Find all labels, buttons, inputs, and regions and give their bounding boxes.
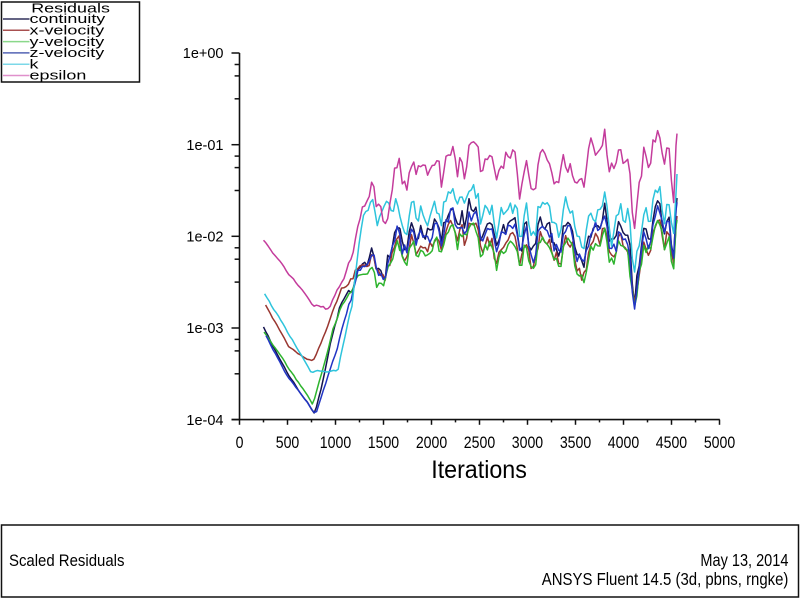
svg-text:x-velocity: x-velocity — [30, 24, 105, 38]
svg-text:epsilon: epsilon — [30, 69, 87, 83]
svg-text:continuity: continuity — [30, 12, 106, 26]
svg-text:0: 0 — [236, 434, 244, 452]
svg-text:ANSYS Fluent 14.5 (3d, pbns, r: ANSYS Fluent 14.5 (3d, pbns, rngke) — [542, 570, 789, 589]
svg-text:1e-01: 1e-01 — [186, 138, 223, 154]
svg-text:Residuals: Residuals — [31, 2, 110, 16]
svg-text:z-velocity: z-velocity — [30, 46, 105, 60]
svg-text:3500: 3500 — [560, 434, 592, 452]
svg-text:1e+00: 1e+00 — [183, 46, 224, 62]
svg-text:4500: 4500 — [656, 434, 688, 452]
svg-text:4000: 4000 — [608, 434, 640, 452]
svg-text:y-velocity: y-velocity — [30, 35, 105, 49]
svg-text:2000: 2000 — [416, 434, 448, 452]
svg-text:k: k — [30, 58, 39, 72]
svg-text:1e-03: 1e-03 — [186, 321, 223, 337]
svg-text:2500: 2500 — [464, 434, 496, 452]
svg-text:May 13, 2014: May 13, 2014 — [700, 551, 788, 571]
svg-text:3000: 3000 — [512, 434, 544, 452]
svg-text:1500: 1500 — [368, 434, 400, 452]
svg-text:5000: 5000 — [704, 434, 736, 452]
svg-text:500: 500 — [276, 434, 300, 452]
svg-text:Iterations: Iterations — [431, 456, 527, 484]
svg-text:1e-04: 1e-04 — [186, 413, 223, 429]
svg-text:1e-02: 1e-02 — [186, 230, 223, 246]
svg-text:1000: 1000 — [320, 434, 352, 452]
svg-text:Scaled Residuals: Scaled Residuals — [9, 552, 124, 570]
